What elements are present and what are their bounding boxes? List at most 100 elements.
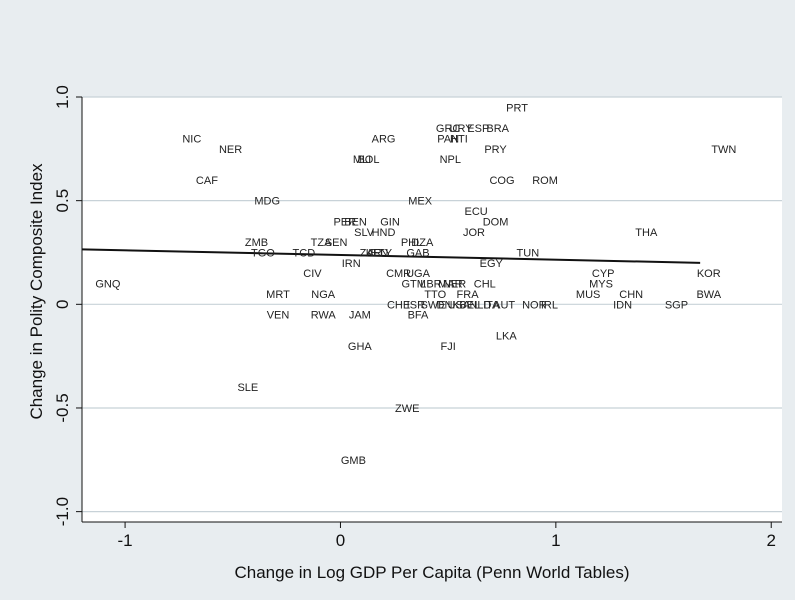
point-label-kor: KOR (697, 268, 721, 280)
point-label-bra: BRA (486, 123, 509, 135)
point-label-dnk: DNK (437, 299, 461, 311)
point-label-fji: FJI (441, 341, 456, 353)
y-tick-label: -1.0 (53, 497, 72, 526)
fitted-line (81, 248, 701, 264)
point-label-ita: ITA (483, 299, 500, 311)
point-label-swe: SWE (421, 299, 446, 311)
y-tick-label: 0 (53, 300, 72, 309)
point-label-dza: DZA (411, 237, 434, 249)
point-label-rom: ROM (532, 175, 558, 187)
point-label-mrt: MRT (266, 289, 290, 301)
point-label-mus: MUS (576, 289, 600, 301)
y-tick-label: 1.0 (53, 85, 72, 109)
point-label-sle: SLE (237, 382, 258, 394)
point-label-nga: NGA (311, 289, 336, 301)
point-label-chn: CHN (619, 289, 643, 301)
point-label-isr: ISR (407, 299, 425, 311)
point-label-nic: NIC (182, 133, 201, 145)
point-label-mli: MLI (353, 154, 371, 166)
point-label-uga: UGA (406, 268, 431, 280)
point-label-dom: DOM (483, 216, 509, 228)
point-label-gab: GAB (406, 247, 429, 259)
point-label-caf: CAF (196, 175, 218, 187)
point-label-ury: URY (450, 123, 474, 135)
point-label-zar: ZAR (360, 247, 382, 259)
point-label-arg: ARG (372, 133, 396, 145)
grid-lines (82, 96, 782, 513)
point-label-jor: JOR (463, 227, 485, 239)
point-label-lbr: LBR (420, 279, 441, 291)
point-label-tto: TTO (424, 289, 446, 301)
point-label-lka: LKA (496, 330, 517, 342)
point-label-fra: FRA (457, 289, 480, 301)
point-label-sgp: SGP (665, 299, 688, 311)
point-label-tgo: TGO (251, 247, 275, 259)
point-label-ner: NER (219, 144, 242, 156)
point-label-cyp: CYP (592, 268, 615, 280)
point-label-zwe: ZWE (395, 403, 419, 415)
point-label-pry: PRY (484, 144, 507, 156)
point-label-tun: TUN (517, 247, 540, 259)
point-label-grc: GRC (436, 123, 461, 135)
point-label-prt: PRT (506, 102, 528, 114)
point-label-tcd: TCD (293, 247, 316, 259)
point-label-tha: THA (635, 227, 658, 239)
point-label-gnq: GNQ (95, 279, 121, 291)
point-label-bel: BEL (459, 299, 480, 311)
point-label-civ: CIV (303, 268, 322, 280)
point-label-chl: CHL (474, 279, 496, 291)
point-label-sen: SEN (325, 237, 348, 249)
point-label-mdg: MDG (254, 196, 280, 208)
data-points: PRTNICNERARGGRCURYESPBRAPANHTITWNPRYMLIB… (95, 102, 736, 466)
point-label-ner: NER (443, 279, 466, 291)
point-label-esp: ESP (467, 123, 489, 135)
point-label-bwa: BWA (696, 289, 721, 301)
point-label-tza: TZA (311, 237, 332, 249)
x-tick-label: -1 (118, 531, 133, 550)
point-label-gmb: GMB (341, 455, 366, 467)
y-axis-title: Change in Polity Composite Index (27, 163, 46, 420)
point-label-npl: NPL (440, 154, 461, 166)
point-label-mys: MYS (589, 279, 613, 291)
point-label-twn: TWN (711, 144, 736, 156)
point-label-bol: BOL (357, 154, 379, 166)
point-label-mar: MAR (438, 279, 463, 291)
point-label-egy: EGY (480, 258, 504, 270)
point-label-irl: IRL (541, 299, 558, 311)
point-label-che: CHE (387, 299, 410, 311)
y-tick-label: -0.5 (53, 393, 72, 422)
point-label-per: PER (333, 216, 356, 228)
point-label-ben: BEN (344, 216, 367, 228)
point-label-ven: VEN (267, 310, 290, 322)
point-label-aut: AUT (493, 299, 515, 311)
y-tick-label: 0.5 (53, 189, 72, 213)
point-label-ecu: ECU (465, 206, 488, 218)
x-axis-title: Change in Log GDP Per Capita (Penn World… (234, 563, 629, 582)
point-label-idn: IDN (613, 299, 632, 311)
point-label-mex: MEX (408, 196, 433, 208)
point-label-cog: COG (489, 175, 514, 187)
point-label-ken: KEN (366, 247, 389, 259)
x-tick-label: 0 (336, 531, 345, 550)
point-label-jam: JAM (349, 310, 371, 322)
point-label-irn: IRN (342, 258, 361, 270)
point-label-zmb: ZMB (245, 237, 268, 249)
fit-line-group (81, 248, 701, 264)
point-label-cmr: CMR (386, 268, 411, 280)
point-label-pan: PAN (437, 133, 459, 145)
point-label-ety: ETY (371, 247, 393, 259)
axes: -1 0 1 2 1.0 0.5 0 -0.5 -1.0 (53, 85, 782, 550)
point-label-hti: HTI (450, 133, 468, 145)
point-label-slv: SLV (354, 227, 375, 239)
point-label-phl: PHL (401, 237, 422, 249)
point-label-nor: NOR (522, 299, 547, 311)
point-label-gin: GIN (380, 216, 400, 228)
x-tick-label: 2 (766, 531, 775, 550)
point-label-bfa: BFA (408, 310, 429, 322)
point-label-gha: GHA (348, 341, 373, 353)
x-tick-label: 1 (551, 531, 560, 550)
point-label-rwa: RWA (311, 310, 337, 322)
point-label-hnd: HND (372, 227, 396, 239)
point-label-nld: NLD (469, 299, 491, 311)
point-label-usa: USA (448, 299, 471, 311)
